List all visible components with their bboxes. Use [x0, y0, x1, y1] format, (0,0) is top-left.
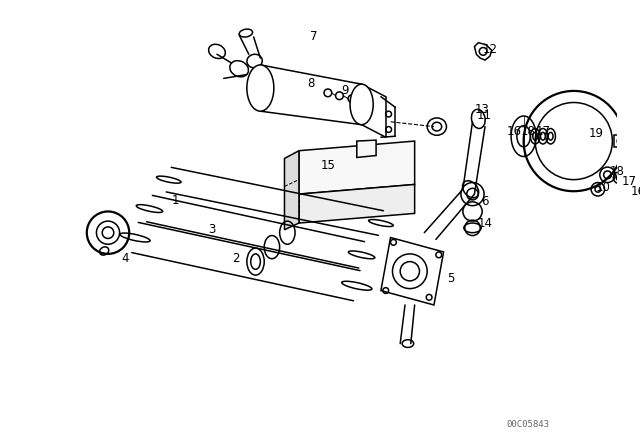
Text: 9: 9 [342, 84, 349, 97]
Polygon shape [356, 140, 376, 157]
Text: 15: 15 [321, 159, 335, 172]
Text: 14: 14 [477, 216, 493, 229]
Text: 7: 7 [310, 30, 317, 43]
Text: 13: 13 [475, 103, 490, 116]
Text: 00C05843: 00C05843 [506, 420, 549, 429]
Text: 5: 5 [447, 271, 455, 284]
Text: 11: 11 [477, 109, 492, 122]
Text: 16: 16 [631, 185, 640, 198]
Text: 3: 3 [209, 223, 216, 236]
Text: 4: 4 [122, 252, 129, 265]
Ellipse shape [247, 65, 274, 111]
Polygon shape [299, 141, 415, 194]
Polygon shape [284, 151, 299, 230]
Polygon shape [299, 185, 415, 223]
Text: 10: 10 [595, 181, 610, 194]
Text: 6: 6 [481, 195, 489, 208]
Text: 17: 17 [536, 125, 550, 138]
Text: 12: 12 [483, 43, 497, 56]
Bar [614, 135, 630, 147]
Text: 17: 17 [621, 175, 636, 188]
Text: 2: 2 [232, 252, 240, 265]
Text: 16: 16 [506, 125, 522, 138]
Text: 19: 19 [588, 127, 604, 140]
Ellipse shape [350, 84, 373, 125]
Text: 18: 18 [610, 165, 625, 178]
Text: 18: 18 [521, 125, 536, 138]
Text: 8: 8 [307, 77, 314, 90]
Text: 1: 1 [172, 194, 179, 207]
